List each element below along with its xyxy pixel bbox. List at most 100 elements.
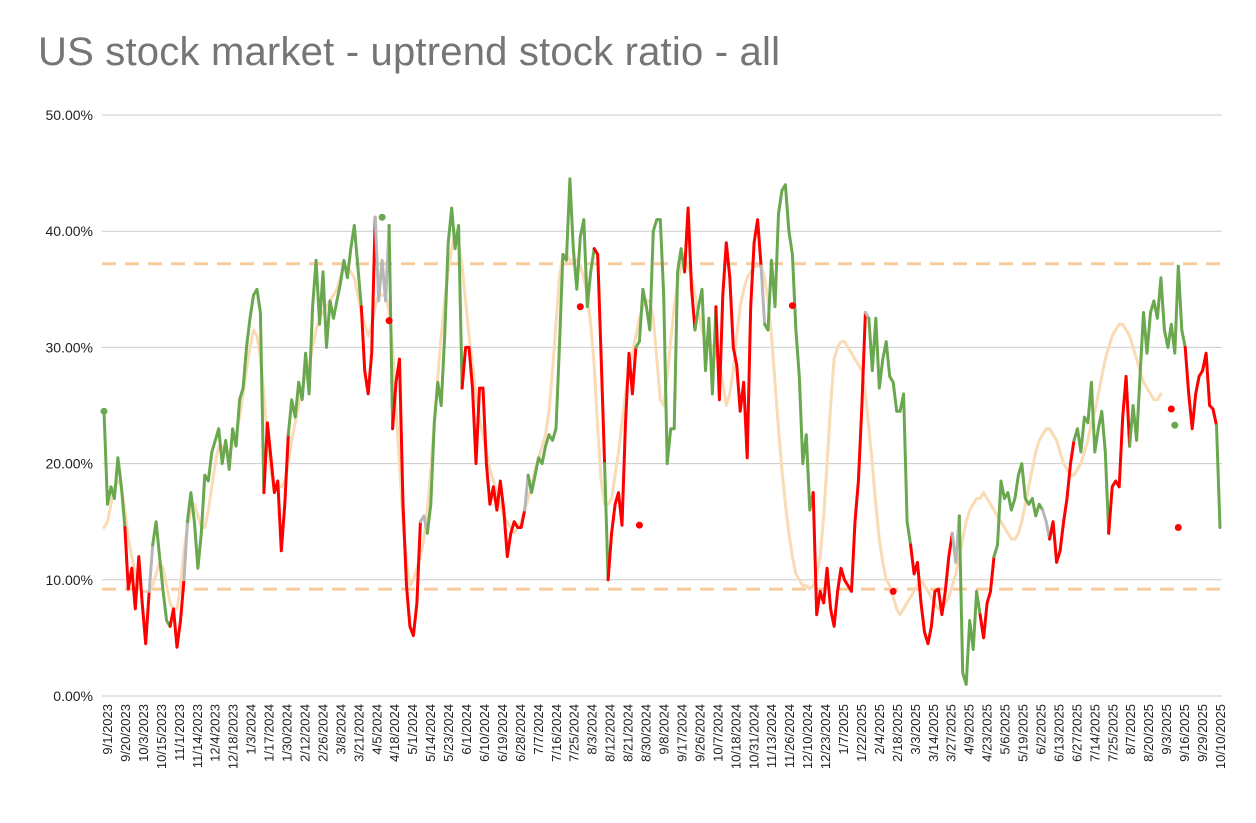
series-segment-neutral xyxy=(373,215,391,303)
x-tick-label: 6/28/2024 xyxy=(513,704,528,762)
x-tick-label: 12/4/2023 xyxy=(208,704,223,762)
x-tick-label: 6/19/2024 xyxy=(495,704,510,762)
x-tick-label: 3/14/2025 xyxy=(926,704,941,762)
x-tick-label: 8/7/2025 xyxy=(1123,704,1138,755)
series-segment-down xyxy=(978,555,996,640)
x-tick-label: 1/30/2024 xyxy=(280,704,295,762)
x-tick-label: 11/26/2024 xyxy=(782,704,797,768)
x-tick-label: 9/17/2024 xyxy=(675,704,690,762)
x-tick-label: 7/16/2024 xyxy=(549,704,564,762)
y-tick-label: 30.00% xyxy=(46,339,93,355)
data-point-marker xyxy=(1174,524,1182,532)
x-tick-label: 6/13/2025 xyxy=(1051,704,1066,762)
data-point-marker xyxy=(1167,405,1175,413)
y-tick-label: 0.00% xyxy=(53,688,93,704)
x-tick-label: 5/6/2025 xyxy=(998,704,1013,755)
x-axis-tick-labels: 9/1/2023 9/20/2023 10/3/2023 10/15/2023 11/1… xyxy=(100,704,1228,769)
x-tick-label: 1/22/2025 xyxy=(854,704,869,762)
x-tick-label: 12/23/2024 xyxy=(818,704,833,769)
data-point-marker xyxy=(378,213,386,221)
series-segment-down xyxy=(262,421,290,553)
series-segment-down xyxy=(359,215,377,396)
series-segment-down xyxy=(1107,374,1132,535)
x-tick-label: 9/3/2025 xyxy=(1159,704,1174,755)
x-tick-label: 9/1/2023 xyxy=(100,704,115,755)
x-tick-label: 2/4/2025 xyxy=(872,704,887,755)
x-tick-label: 9/16/2025 xyxy=(1177,704,1192,762)
x-tick-label: 1/3/2024 xyxy=(244,704,259,755)
series-segment-neutral xyxy=(950,514,961,564)
series-segment-up xyxy=(185,287,266,570)
series-segment-up xyxy=(425,206,464,535)
data-point-marker xyxy=(576,303,584,311)
series-segment-down xyxy=(592,247,607,466)
x-tick-label: 9/20/2023 xyxy=(118,704,133,762)
smoothed-series xyxy=(102,229,1163,617)
x-tick-label: 12/18/2023 xyxy=(226,704,241,769)
x-tick-label: 3/21/2024 xyxy=(351,704,366,762)
x-tick-label: 8/3/2024 xyxy=(585,704,600,755)
uptrend-ratio-series xyxy=(102,177,1222,686)
series-segment-up xyxy=(957,514,982,686)
series-segment-up xyxy=(992,462,1045,559)
x-tick-label: 11/1/2023 xyxy=(172,704,187,761)
series-segment-down xyxy=(683,206,697,332)
x-tick-label: 9/26/2024 xyxy=(692,704,707,762)
series-segment-up xyxy=(1128,264,1187,448)
x-tick-label: 2/26/2024 xyxy=(315,704,330,762)
series-segment-up xyxy=(387,223,395,431)
series-segment-down xyxy=(123,526,151,646)
series-segment-up xyxy=(867,316,913,547)
x-tick-label: 12/10/2024 xyxy=(800,704,815,769)
series-segment-down xyxy=(811,311,867,628)
series-segment-neutral xyxy=(759,264,767,326)
x-tick-label: 3/8/2024 xyxy=(333,704,348,755)
series-segment-up xyxy=(286,223,363,437)
x-tick-label: 8/30/2024 xyxy=(639,704,654,762)
x-tick-label: 10/31/2024 xyxy=(746,704,761,769)
x-tick-label: 10/10/2025 xyxy=(1213,704,1228,769)
x-tick-label: 8/21/2024 xyxy=(621,704,636,762)
x-tick-label: 10/18/2024 xyxy=(728,704,743,769)
x-tick-label: 3/27/2025 xyxy=(944,704,959,762)
x-tick-label: 1/17/2024 xyxy=(262,704,277,762)
series-segment-neutral xyxy=(523,473,530,512)
x-tick-label: 9/8/2024 xyxy=(657,704,672,755)
x-tick-label: 3/3/2025 xyxy=(908,704,923,755)
series-segment-up xyxy=(763,183,815,512)
chart-title: US stock market - uptrend stock ratio - … xyxy=(38,30,781,74)
highlight-markers xyxy=(100,213,1182,595)
data-point-marker xyxy=(889,587,897,595)
x-tick-label: 9/29/2025 xyxy=(1195,704,1210,762)
x-tick-label: 10/7/2024 xyxy=(710,704,725,762)
x-tick-label: 4/5/2024 xyxy=(369,704,384,755)
x-tick-label: 6/1/2024 xyxy=(459,704,474,755)
series-segment-neutral xyxy=(182,520,189,582)
series-segment-down xyxy=(1048,438,1076,564)
smoothed-line xyxy=(102,229,1163,617)
x-tick-label: 6/2/2025 xyxy=(1034,704,1049,755)
series-segment-neutral xyxy=(147,543,155,593)
x-tick-label: 6/27/2025 xyxy=(1069,704,1084,762)
series-segment-up xyxy=(151,520,172,628)
x-tick-label: 4/9/2025 xyxy=(962,704,977,755)
y-tick-label: 40.00% xyxy=(46,223,93,239)
series-segment-down xyxy=(168,578,186,649)
x-tick-label: 2/18/2025 xyxy=(890,704,905,762)
x-tick-label: 8/12/2024 xyxy=(603,704,618,762)
data-point-marker xyxy=(385,317,393,325)
x-tick-label: 5/14/2024 xyxy=(423,704,438,762)
x-tick-label: 11/13/2024 xyxy=(764,704,779,768)
series-segment-neutral xyxy=(418,514,429,535)
x-tick-label: 1/7/2025 xyxy=(836,704,851,755)
x-tick-label: 7/7/2024 xyxy=(531,704,546,755)
series-segment-up xyxy=(603,462,610,582)
y-tick-label: 20.00% xyxy=(46,456,93,472)
series-segment-down xyxy=(714,218,763,460)
series-segment-down xyxy=(460,345,527,559)
data-point-marker xyxy=(635,521,643,529)
data-point-marker xyxy=(100,407,108,415)
y-tick-label: 10.00% xyxy=(46,572,93,588)
data-point-marker xyxy=(788,302,796,310)
